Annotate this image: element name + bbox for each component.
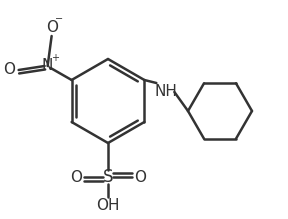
Text: OH: OH [96,198,120,212]
Text: +: + [51,53,59,63]
Text: O: O [134,170,146,184]
Text: O: O [46,19,58,35]
Text: NH: NH [155,85,178,99]
Text: N: N [42,58,53,74]
Text: O: O [70,170,82,184]
Text: S: S [103,168,113,186]
Text: O: O [3,62,15,78]
Text: −: − [54,14,63,24]
